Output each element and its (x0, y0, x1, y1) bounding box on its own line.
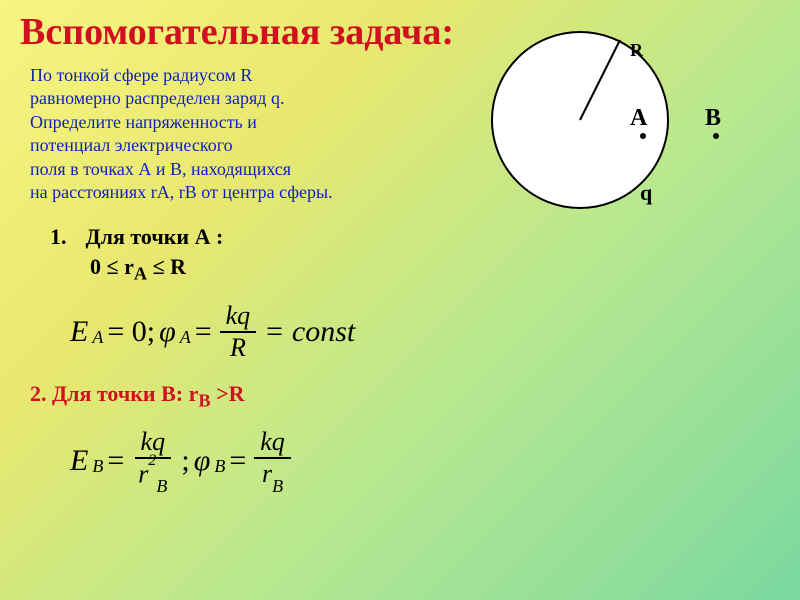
label-B: В (705, 105, 721, 132)
eq-sign: = (107, 444, 124, 478)
point-a-label: Для точки А : (86, 224, 224, 249)
problem-statement: По тонкой сфере радиусом R равномерно ра… (0, 59, 430, 214)
sub-A: A (180, 327, 191, 348)
numerator: kq (254, 429, 291, 459)
den-r: r (262, 459, 272, 488)
var-E: E (70, 444, 88, 478)
den-sub: B (272, 476, 283, 496)
point-a-heading: 1. Для точки А : (0, 224, 800, 250)
point-b-sub: B (198, 390, 210, 410)
dot-A (640, 133, 646, 139)
problem-line: поля в точках А и В, находящихся (30, 159, 291, 179)
eq-sign: = (229, 444, 246, 478)
eq-zero: = 0; (107, 315, 155, 349)
den-sub: B (156, 476, 167, 496)
point-b-prefix: 2. Для точки В: r (30, 381, 198, 406)
fraction: kq R (220, 303, 257, 361)
denominator: R (224, 333, 252, 361)
formula-b: EB = kq r2B ; φB = kq rB (0, 429, 800, 492)
ineq-part: 0 ≤ r (90, 254, 134, 279)
problem-line: По тонкой сфере радиусом R (30, 65, 252, 85)
den-r: r (138, 460, 148, 489)
sub-B: B (214, 456, 225, 477)
point-a-inequality: 0 ≤ rA ≤ R (0, 254, 800, 284)
eq-sign: = (195, 315, 212, 349)
var-phi: φ (194, 444, 211, 478)
ineq-sub: A (134, 264, 147, 284)
dot-B (713, 133, 719, 139)
formula-a: EA = 0; φA = kq R = const (0, 303, 800, 361)
point-b-suffix: >R (211, 381, 245, 406)
problem-line: равномерно распределен заряд q. (30, 88, 284, 108)
list-number: 1. (50, 224, 80, 250)
label-R: R (630, 40, 643, 61)
numerator: kq (220, 303, 257, 333)
sub-B: B (92, 456, 103, 477)
denominator: rB (256, 459, 289, 491)
ineq-part: ≤ R (147, 254, 186, 279)
problem-line: Определите напряженность и (30, 112, 257, 132)
semicolon: ; (181, 444, 189, 478)
label-q: q (640, 180, 652, 206)
sphere-diagram: R А В q (480, 25, 740, 225)
point-b-heading: 2. Для точки В: rB >R (0, 381, 800, 411)
var-phi: φ (159, 315, 176, 349)
fraction: kq r2B (132, 429, 173, 492)
problem-line: на расстояниях rA, rB от центра сферы. (30, 182, 333, 202)
var-E: E (70, 315, 88, 349)
sub-A: A (92, 327, 103, 348)
fraction: kq rB (254, 429, 291, 491)
denominator: r2B (132, 459, 173, 492)
den-sup: 2 (148, 452, 156, 469)
const-text: = const (264, 315, 355, 349)
problem-line: потенциал электрического (30, 135, 233, 155)
label-A: А (630, 105, 647, 132)
